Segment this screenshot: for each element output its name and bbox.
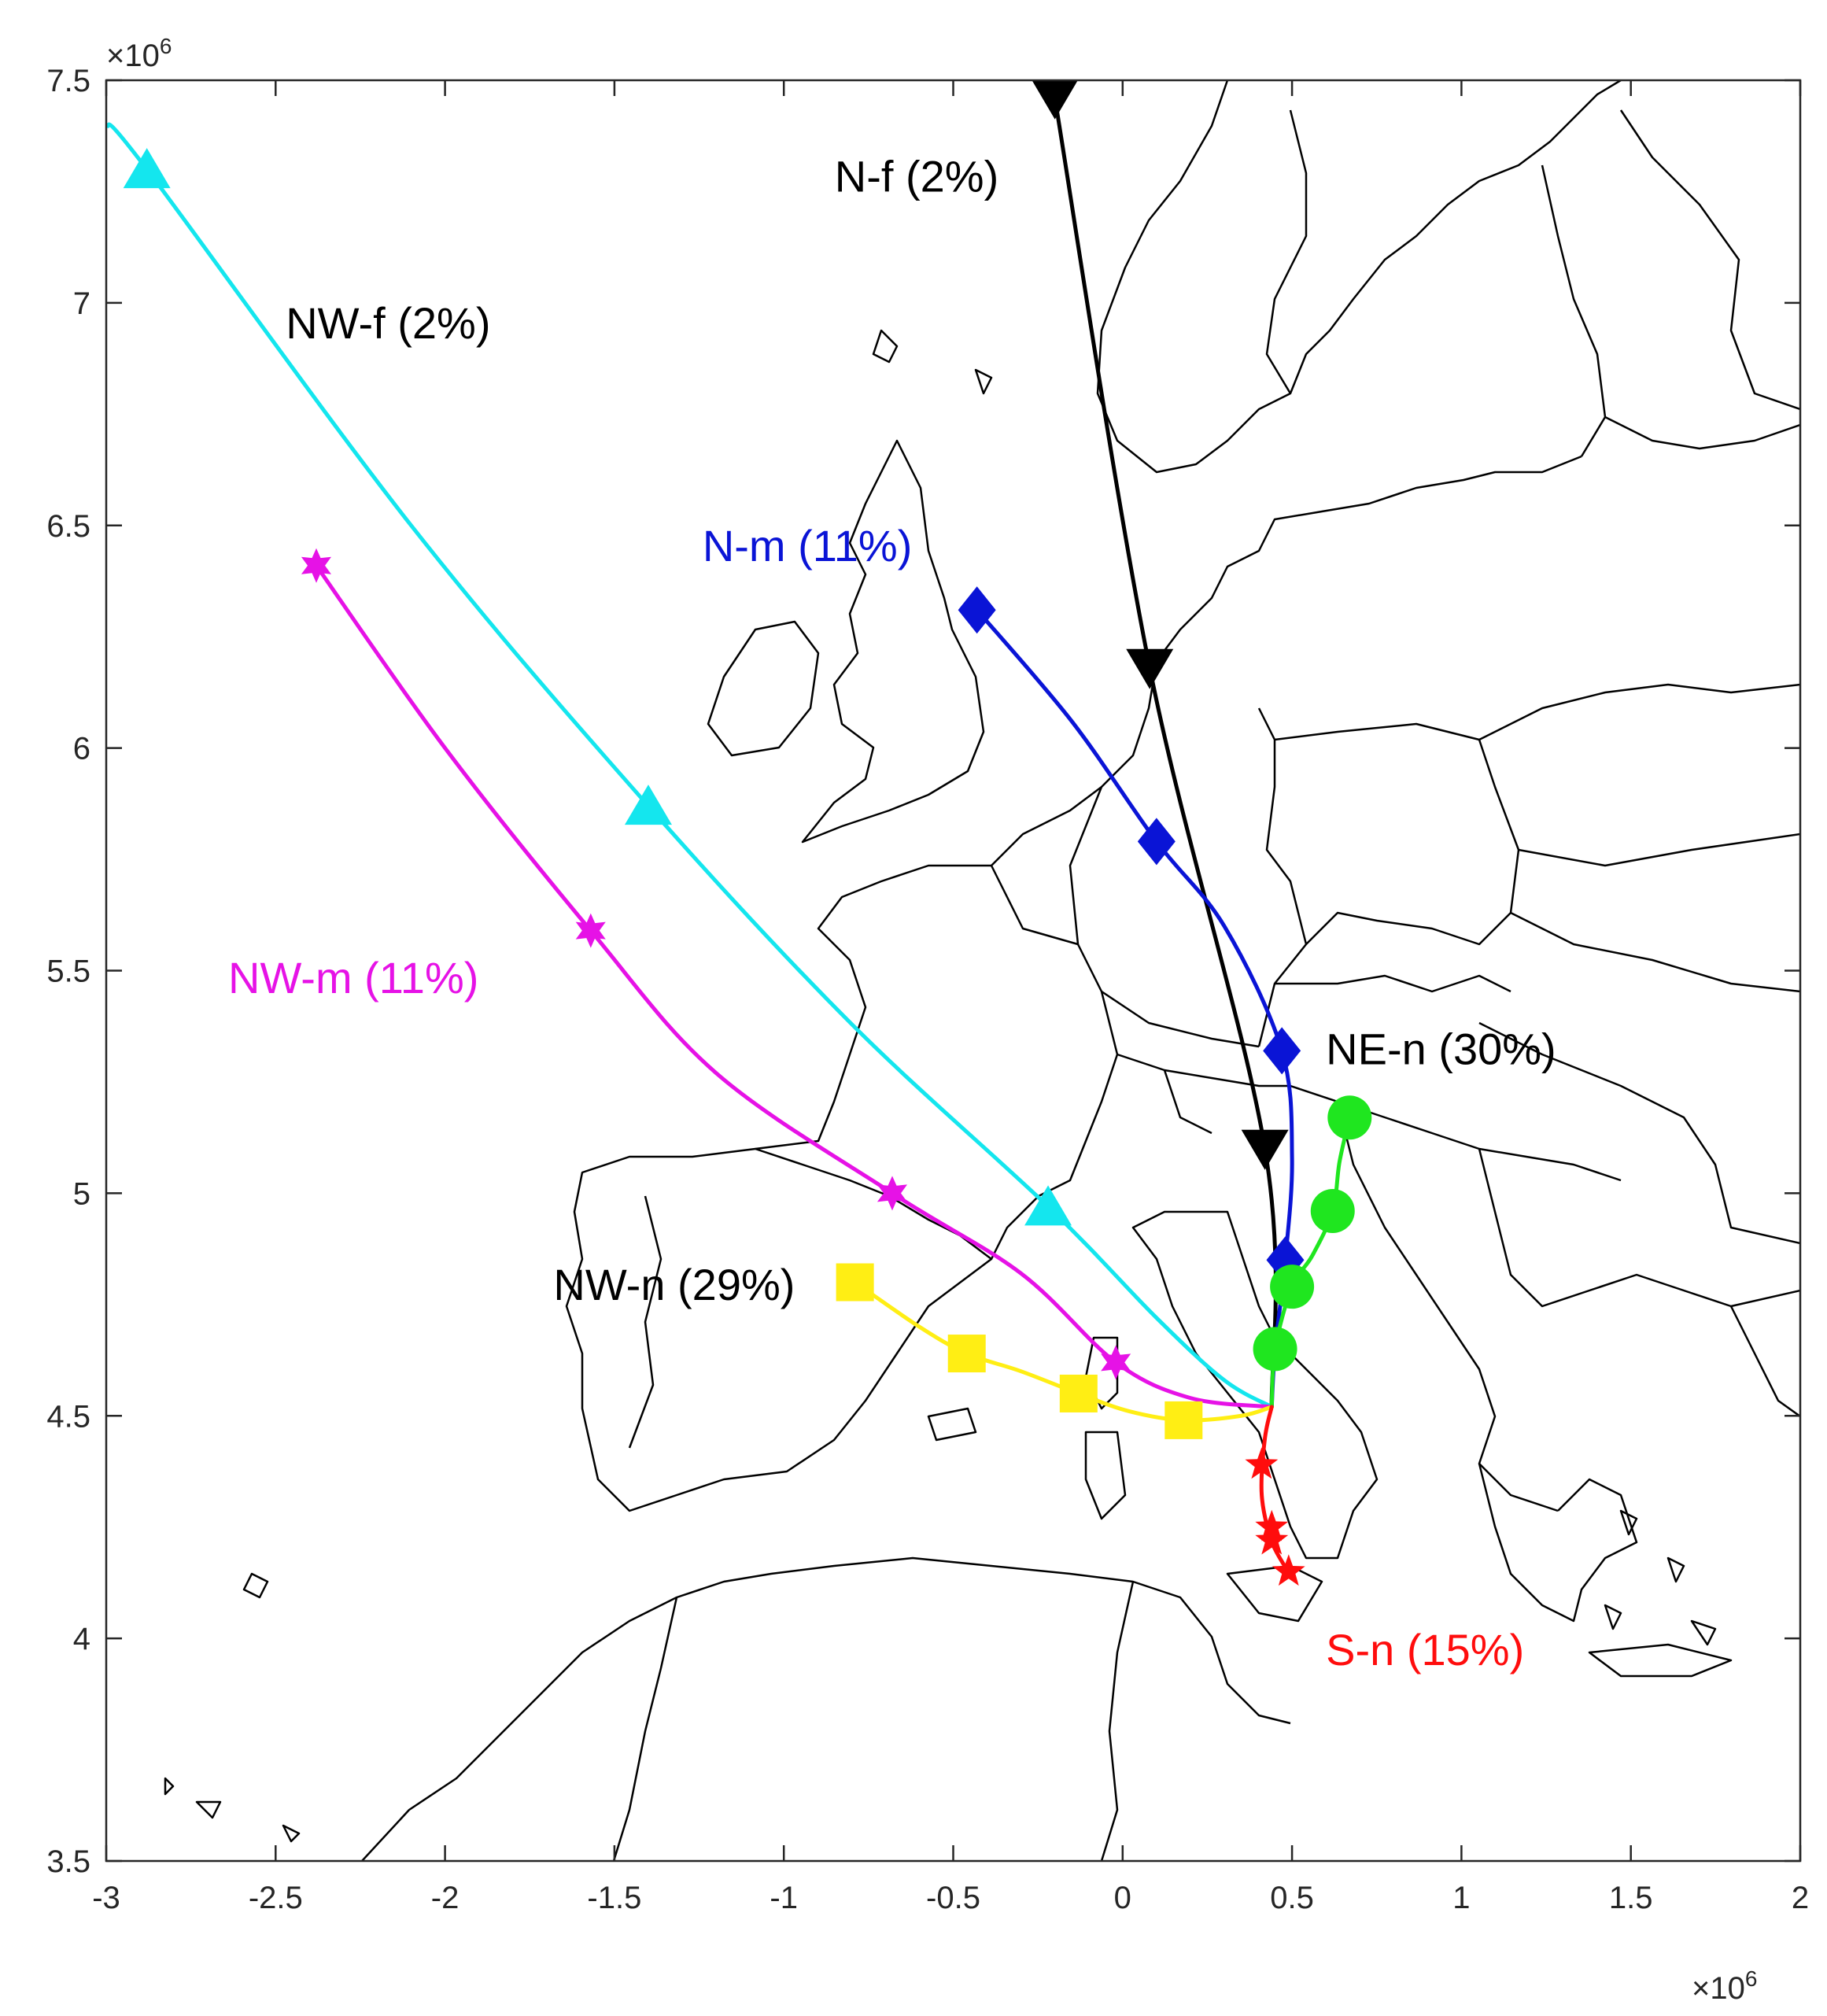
series-line xyxy=(1259,1405,1287,1570)
series-layer xyxy=(106,80,1372,1586)
map-norway-sweden-border xyxy=(1265,109,1308,394)
series-4-group xyxy=(836,1263,1274,1439)
map-balearic xyxy=(927,1407,977,1442)
series-line xyxy=(106,122,1274,1409)
label-s-n: S-n (15%) xyxy=(1326,1625,1524,1674)
x-multiplier-exponent: 6 xyxy=(1745,1966,1758,1991)
series-marker xyxy=(1059,1374,1098,1412)
label-ne-n: NE-n (30%) xyxy=(1326,1024,1556,1073)
map-alps-borders xyxy=(1116,1053,1290,1135)
series-3-group xyxy=(301,548,1274,1409)
series-marker xyxy=(1310,1189,1355,1234)
series-marker xyxy=(1032,80,1078,120)
map-north-islands xyxy=(872,329,993,395)
y-tick-label: 3.5 xyxy=(46,1844,90,1879)
map-greece xyxy=(1478,1463,1638,1623)
series-marker xyxy=(1137,818,1176,866)
x-tick-label: 1 xyxy=(1452,1881,1470,1915)
y-tick-label: 6 xyxy=(73,732,90,766)
map-iberia xyxy=(565,1147,993,1512)
europe-map-background xyxy=(164,80,1800,1861)
map-finland-russia-border xyxy=(1619,109,1800,411)
series-marker xyxy=(1241,1129,1289,1170)
map-ireland xyxy=(707,620,820,757)
series-marker xyxy=(1327,1095,1372,1140)
series-marker xyxy=(1126,648,1174,689)
map-france-coast xyxy=(755,864,991,1150)
x-tick-label: 1.5 xyxy=(1609,1881,1653,1915)
y-tick-label: 4.5 xyxy=(46,1399,90,1434)
map-canary-islands xyxy=(164,1572,301,1843)
label-n-f: N-f (2%) xyxy=(835,151,998,201)
series-5-group xyxy=(1253,1095,1372,1409)
series-marker xyxy=(877,1176,907,1211)
label-nw-m: NW-m (11%) xyxy=(228,953,478,1002)
map-france-border xyxy=(990,865,1119,1260)
x-tick-label: -2.5 xyxy=(249,1881,303,1915)
map-poland-border xyxy=(1274,722,1520,946)
series-marker xyxy=(1272,1554,1305,1586)
map-sardinia-corsica xyxy=(1084,1336,1127,1520)
y-tick-label: 5.5 xyxy=(46,954,90,989)
series-marker xyxy=(624,785,672,825)
series-marker xyxy=(301,548,331,583)
map-germany-border xyxy=(1069,707,1308,1048)
axes-box xyxy=(105,79,1802,1863)
series-2-group xyxy=(106,122,1274,1409)
map-ukraine-romania xyxy=(1478,911,1800,1245)
map-africa-borders xyxy=(612,1581,1135,1861)
y-tick-label: 6.5 xyxy=(46,509,90,544)
label-nw-n: NW-n (29%) xyxy=(553,1260,795,1309)
x-multiplier-base: ×10 xyxy=(1692,1971,1745,2006)
y-tick-labels: 3.5 4 4.5 5 5.5 6 6.5 7 7.5 xyxy=(46,64,90,1879)
y-tick-label: 7 xyxy=(73,286,90,321)
y-multiplier-exponent: 6 xyxy=(160,34,172,58)
x-tick-label: -0.5 xyxy=(926,1881,980,1915)
map-baltic-belarus xyxy=(1478,683,1800,867)
series-marker xyxy=(1101,1345,1131,1380)
y-tick-label: 4 xyxy=(73,1622,90,1656)
x-tick-label: 0 xyxy=(1114,1881,1131,1915)
series-6-group xyxy=(1245,1405,1305,1586)
label-n-m: N-m (11%) xyxy=(703,521,913,570)
label-nw-f: NW-f (2%) xyxy=(286,298,490,348)
series-marker xyxy=(1245,1447,1279,1479)
map-sweden-finland-border xyxy=(1541,164,1607,457)
x-axis-multiplier: ×106 xyxy=(1692,1966,1757,2006)
series-marker xyxy=(1024,1185,1072,1226)
x-tick-label: -2 xyxy=(431,1881,460,1915)
y-multiplier-base: ×10 xyxy=(106,39,160,73)
series-marker xyxy=(575,913,606,948)
series-labels: N-f (2%) NW-f (2%) N-m (11%) NW-m (11%) … xyxy=(228,151,1556,1674)
map-spain-portugal-border xyxy=(628,1195,663,1449)
series-marker xyxy=(958,586,996,634)
series-marker xyxy=(1270,1265,1315,1309)
map-aegean-islands xyxy=(1588,1509,1733,1678)
x-tick-label: -1 xyxy=(770,1881,798,1915)
series-marker xyxy=(836,1263,874,1302)
x-tick-labels: -3 -2.5 -2 -1.5 -1 -0.5 0 0.5 1 1.5 2 xyxy=(92,1881,1809,1915)
y-tick-label: 7.5 xyxy=(46,64,90,98)
series-marker xyxy=(123,148,171,189)
map-great-britain xyxy=(801,439,985,844)
x-tick-label: -3 xyxy=(92,1881,120,1915)
y-tick-label: 5 xyxy=(73,1176,90,1211)
series-marker xyxy=(947,1335,986,1373)
x-tick-label: -1.5 xyxy=(587,1881,641,1915)
series-marker xyxy=(1263,1027,1301,1075)
series-marker xyxy=(1255,1523,1289,1555)
map-turkey-coast xyxy=(1729,1305,1800,1418)
series-line xyxy=(314,563,1274,1409)
map-north-africa-coast xyxy=(361,1556,1291,1861)
y-axis-multiplier: ×106 xyxy=(106,34,172,73)
map-finland-coast xyxy=(1604,415,1800,450)
x-tick-label: 2 xyxy=(1792,1881,1809,1915)
series-marker xyxy=(1253,1327,1297,1372)
x-tick-label: 0.5 xyxy=(1270,1881,1314,1915)
series-marker xyxy=(1164,1401,1203,1439)
map-czech-slovakia xyxy=(1275,974,1511,993)
